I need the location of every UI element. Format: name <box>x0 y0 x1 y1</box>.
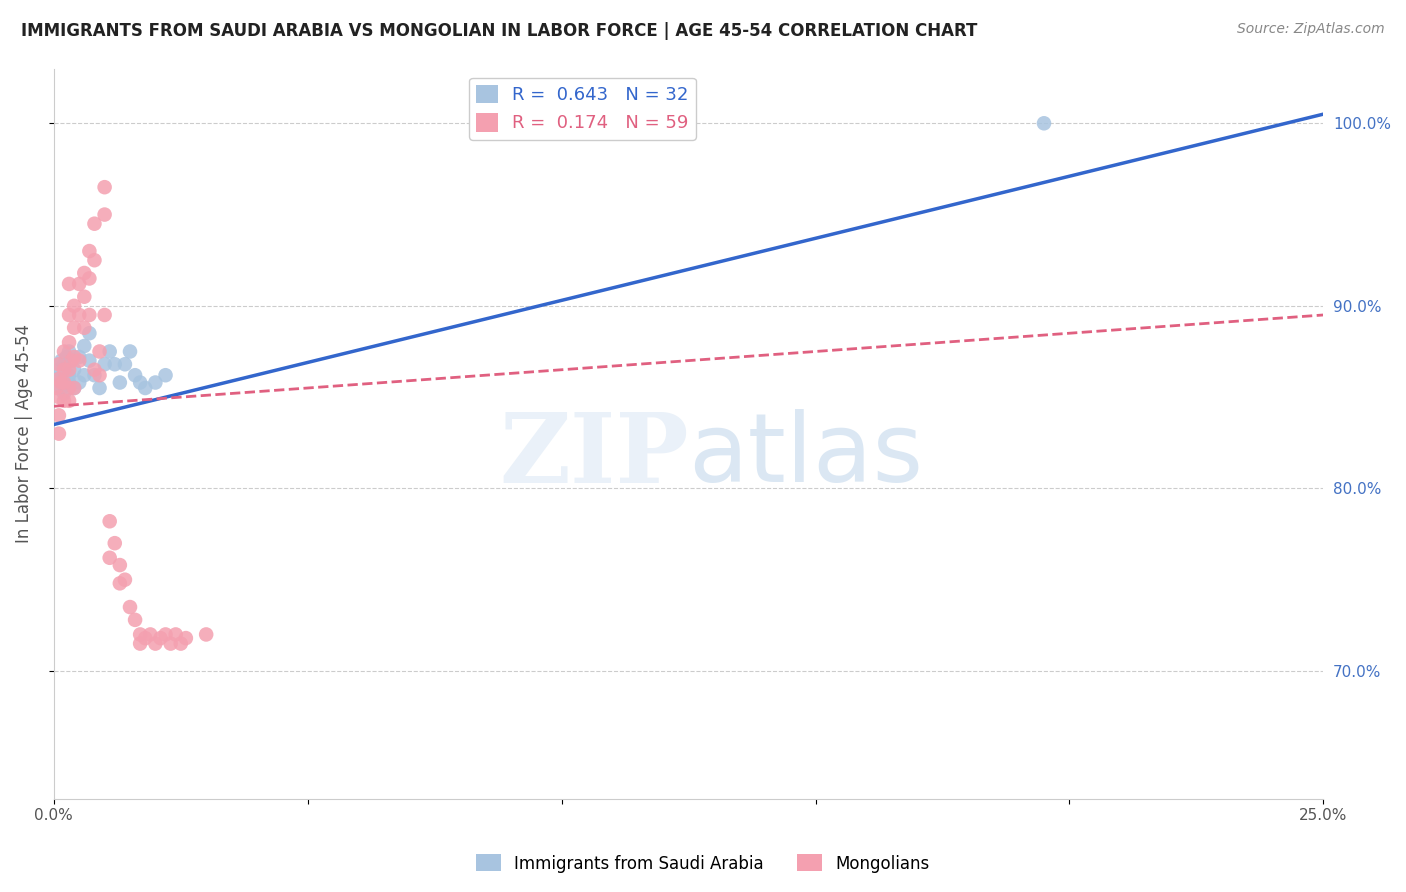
Point <box>51 381 73 395</box>
Point <box>89 381 111 395</box>
Point <box>63 363 86 377</box>
Point <box>104 536 127 550</box>
Point <box>48 390 70 404</box>
Point <box>53 386 76 401</box>
Point <box>83 217 105 231</box>
Point <box>118 344 141 359</box>
Point <box>58 277 80 291</box>
Point <box>139 627 162 641</box>
Point <box>114 357 136 371</box>
Legend: Immigrants from Saudi Arabia, Mongolians: Immigrants from Saudi Arabia, Mongolians <box>470 847 936 880</box>
Point <box>55 350 77 364</box>
Point <box>53 363 76 377</box>
Point <box>63 381 86 395</box>
Point <box>53 344 76 359</box>
Point <box>51 353 73 368</box>
Point <box>98 514 121 528</box>
Point <box>118 600 141 615</box>
Point <box>108 376 131 390</box>
Point <box>155 368 177 383</box>
Point <box>63 320 86 334</box>
Point <box>79 326 101 341</box>
Point <box>145 637 167 651</box>
Point <box>129 376 152 390</box>
Point <box>159 637 181 651</box>
Point <box>45 381 67 395</box>
Point <box>89 344 111 359</box>
Legend: R =  0.643   N = 32, R =  0.174   N = 59: R = 0.643 N = 32, R = 0.174 N = 59 <box>470 78 696 140</box>
Point <box>89 368 111 383</box>
Point <box>108 558 131 572</box>
Point <box>58 381 80 395</box>
Point <box>124 613 146 627</box>
Point <box>134 381 156 395</box>
Point <box>104 357 127 371</box>
Point <box>1033 116 1056 130</box>
Point <box>48 426 70 441</box>
Point <box>58 308 80 322</box>
Point <box>48 357 70 371</box>
Point <box>114 573 136 587</box>
Point <box>174 631 197 645</box>
Point <box>67 350 90 364</box>
Point <box>58 344 80 359</box>
Point <box>53 357 76 371</box>
Point <box>67 308 90 322</box>
Point <box>73 290 96 304</box>
Point <box>63 350 86 364</box>
Point <box>155 627 177 641</box>
Text: IMMIGRANTS FROM SAUDI ARABIA VS MONGOLIAN IN LABOR FORCE | AGE 45-54 CORRELATION: IMMIGRANTS FROM SAUDI ARABIA VS MONGOLIA… <box>21 22 977 40</box>
Point <box>73 266 96 280</box>
Y-axis label: In Labor Force | Age 45-54: In Labor Force | Age 45-54 <box>15 324 32 543</box>
Point <box>58 363 80 377</box>
Point <box>45 372 67 386</box>
Point <box>79 308 101 322</box>
Point <box>93 357 115 371</box>
Point <box>79 271 101 285</box>
Point <box>48 372 70 386</box>
Point <box>73 320 96 334</box>
Text: ZIP: ZIP <box>499 409 689 502</box>
Point <box>58 376 80 390</box>
Point <box>58 368 80 383</box>
Point <box>67 376 90 390</box>
Text: atlas: atlas <box>689 409 924 502</box>
Point <box>93 308 115 322</box>
Point <box>60 353 83 368</box>
Point <box>108 576 131 591</box>
Point <box>63 299 86 313</box>
Point <box>48 363 70 377</box>
Point <box>58 393 80 408</box>
Point <box>170 637 193 651</box>
Point <box>93 208 115 222</box>
Point <box>48 409 70 423</box>
Point <box>83 253 105 268</box>
Point <box>129 637 152 651</box>
Point <box>79 244 101 258</box>
Point <box>73 339 96 353</box>
Point <box>67 277 90 291</box>
Point <box>79 353 101 368</box>
Point <box>83 368 105 383</box>
Point <box>149 631 172 645</box>
Point <box>98 344 121 359</box>
Point <box>83 363 105 377</box>
Point <box>67 353 90 368</box>
Point <box>129 627 152 641</box>
Point <box>165 627 187 641</box>
Point <box>134 631 156 645</box>
Point <box>195 627 218 641</box>
Point <box>63 381 86 395</box>
Point <box>53 393 76 408</box>
Point <box>53 376 76 390</box>
Text: Source: ZipAtlas.com: Source: ZipAtlas.com <box>1237 22 1385 37</box>
Point <box>51 376 73 390</box>
Point <box>124 368 146 383</box>
Point <box>145 376 167 390</box>
Point <box>73 368 96 383</box>
Point <box>58 335 80 350</box>
Point <box>93 180 115 194</box>
Point <box>98 550 121 565</box>
